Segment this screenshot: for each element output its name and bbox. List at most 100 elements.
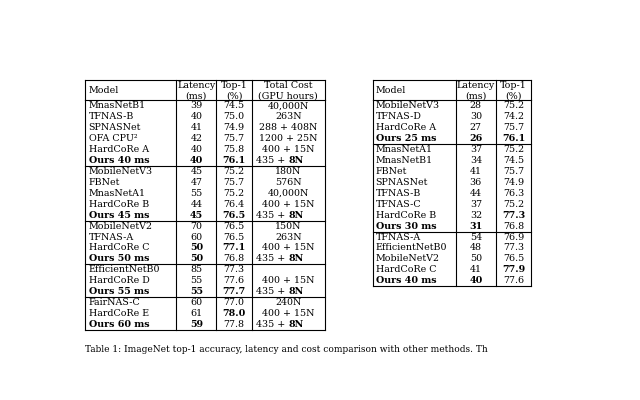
Text: 76.5: 76.5 <box>503 254 524 264</box>
Text: HardCoRe E: HardCoRe E <box>88 309 148 318</box>
Text: 75.2: 75.2 <box>503 145 524 154</box>
Text: 435 +: 435 + <box>256 254 289 264</box>
Text: 76.5: 76.5 <box>223 232 244 242</box>
Text: 76.5: 76.5 <box>223 222 244 231</box>
Text: 76.9: 76.9 <box>503 232 524 242</box>
Text: 77.9: 77.9 <box>502 265 525 274</box>
Text: 400 + 15N: 400 + 15N <box>262 244 315 252</box>
Text: 75.0: 75.0 <box>223 112 244 121</box>
Text: 40: 40 <box>190 145 202 154</box>
Text: TFNAS-A: TFNAS-A <box>88 232 134 242</box>
Text: 55: 55 <box>190 276 202 285</box>
Text: MobileNetV3: MobileNetV3 <box>88 167 153 176</box>
Text: 60: 60 <box>190 232 202 242</box>
Text: 26: 26 <box>469 134 483 143</box>
Text: Ours 25 ms: Ours 25 ms <box>376 134 436 143</box>
Text: 55: 55 <box>190 287 203 296</box>
Text: 1200 + 25N: 1200 + 25N <box>259 134 317 143</box>
Text: 28: 28 <box>470 101 482 110</box>
Text: 41: 41 <box>190 123 202 132</box>
Text: 8N: 8N <box>289 320 303 329</box>
Text: Top-1
(%): Top-1 (%) <box>221 81 248 100</box>
Text: 77.3: 77.3 <box>223 265 244 274</box>
Text: 40,000N: 40,000N <box>268 101 309 110</box>
Text: 400 + 15N: 400 + 15N <box>262 276 315 285</box>
Text: 75.2: 75.2 <box>503 101 524 110</box>
Text: HardCoRe A: HardCoRe A <box>88 145 148 154</box>
Text: 70: 70 <box>190 222 202 231</box>
Text: 59: 59 <box>190 320 203 329</box>
Text: HardCoRe B: HardCoRe B <box>88 200 148 209</box>
Text: MnasNetB1: MnasNetB1 <box>88 101 146 110</box>
Text: MnasNetA1: MnasNetA1 <box>376 145 433 154</box>
Text: 61: 61 <box>190 309 202 318</box>
Text: EfficientNetB0: EfficientNetB0 <box>376 244 447 252</box>
Text: 8N: 8N <box>289 211 303 220</box>
Text: 42: 42 <box>190 134 202 143</box>
Text: 74.9: 74.9 <box>503 178 524 187</box>
Text: 85: 85 <box>190 265 202 274</box>
Text: 77.6: 77.6 <box>223 276 244 285</box>
Text: Model: Model <box>376 86 406 95</box>
Text: Ours 60 ms: Ours 60 ms <box>88 320 149 329</box>
Text: 240N: 240N <box>275 298 301 307</box>
Text: 400 + 15N: 400 + 15N <box>262 145 315 154</box>
Text: Ours 40 ms: Ours 40 ms <box>376 276 436 285</box>
Text: 77.0: 77.0 <box>223 298 244 307</box>
Text: HardCoRe C: HardCoRe C <box>376 265 436 274</box>
Text: MobileNetV2: MobileNetV2 <box>376 254 440 264</box>
Text: 40,000N: 40,000N <box>268 189 309 198</box>
Text: 74.2: 74.2 <box>503 112 524 121</box>
Text: Top-1
(%): Top-1 (%) <box>500 81 527 100</box>
Text: HardCoRe B: HardCoRe B <box>376 211 436 220</box>
Text: HardCoRe C: HardCoRe C <box>88 244 149 252</box>
Text: SPNASNet: SPNASNet <box>88 123 141 132</box>
Text: 48: 48 <box>470 244 482 252</box>
Text: 55: 55 <box>190 189 202 198</box>
Text: 32: 32 <box>470 211 482 220</box>
Text: 47: 47 <box>190 178 202 187</box>
Text: 40: 40 <box>469 276 483 285</box>
Text: 40: 40 <box>190 112 202 121</box>
Text: 37: 37 <box>470 200 482 209</box>
Text: MnasNetA1: MnasNetA1 <box>88 189 145 198</box>
Text: EfficientNetB0: EfficientNetB0 <box>88 265 160 274</box>
Text: 76.8: 76.8 <box>223 254 244 264</box>
Text: 39: 39 <box>190 101 202 110</box>
Text: 76.5: 76.5 <box>223 211 246 220</box>
Text: 75.2: 75.2 <box>223 189 244 198</box>
Text: 77.8: 77.8 <box>223 320 244 329</box>
Text: 34: 34 <box>470 156 482 165</box>
Text: 30: 30 <box>470 112 482 121</box>
Text: HardCoRe D: HardCoRe D <box>88 276 149 285</box>
Text: Ours 40 ms: Ours 40 ms <box>88 156 149 165</box>
Text: 75.7: 75.7 <box>503 167 524 176</box>
Text: MnasNetB1: MnasNetB1 <box>376 156 433 165</box>
Text: 37: 37 <box>470 145 482 154</box>
Text: FairNAS-C: FairNAS-C <box>88 298 140 307</box>
Text: 75.8: 75.8 <box>223 145 244 154</box>
Text: Ours 45 ms: Ours 45 ms <box>88 211 149 220</box>
Text: 435 +: 435 + <box>256 320 289 329</box>
Text: 54: 54 <box>470 232 482 242</box>
Text: 44: 44 <box>190 200 202 209</box>
Text: 41: 41 <box>470 265 482 274</box>
Text: 45: 45 <box>190 167 202 176</box>
Text: OFA CPU²: OFA CPU² <box>88 134 137 143</box>
Text: 44: 44 <box>470 189 482 198</box>
Text: 45: 45 <box>190 211 203 220</box>
Text: 77.6: 77.6 <box>503 276 524 285</box>
Text: Latency
(ms): Latency (ms) <box>177 81 216 100</box>
Text: 77.7: 77.7 <box>223 287 246 296</box>
Text: 77.3: 77.3 <box>502 211 525 220</box>
Text: 77.3: 77.3 <box>503 244 524 252</box>
Text: 400 + 15N: 400 + 15N <box>262 309 315 318</box>
Text: MobileNetV2: MobileNetV2 <box>88 222 152 231</box>
Text: 76.1: 76.1 <box>502 134 525 143</box>
Text: 76.3: 76.3 <box>503 189 524 198</box>
Text: TFNAS-C: TFNAS-C <box>376 200 421 209</box>
Text: 75.2: 75.2 <box>503 200 524 209</box>
Text: 74.5: 74.5 <box>223 101 244 110</box>
Text: 263N: 263N <box>275 112 301 121</box>
Text: Table 1: ImageNet top-1 accuracy, latency and cost comparison with other methods: Table 1: ImageNet top-1 accuracy, latenc… <box>86 345 488 354</box>
